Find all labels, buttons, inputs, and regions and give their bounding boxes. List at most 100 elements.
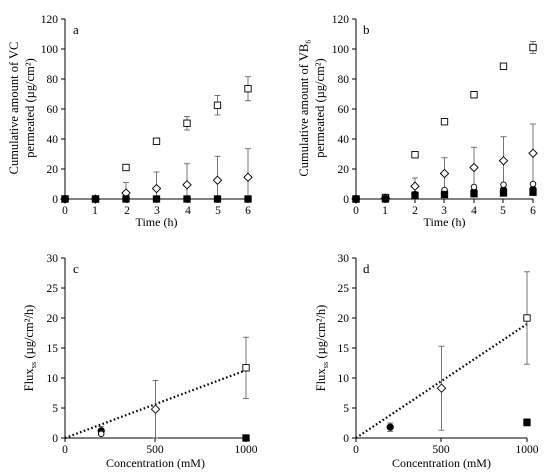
data-point-circle-open	[470, 183, 478, 191]
data-point-square-filled	[381, 195, 390, 203]
chart-panel-d: 0 5 10 15 20 25 30 0 500 1000 Concentration (mM) Fl…	[314, 253, 539, 470]
data-point-diamond-open	[498, 156, 509, 166]
data-point-square-filled	[440, 190, 449, 199]
x-tick-label: 2	[412, 205, 418, 217]
y-axis-label-unit: (µg/cm²/h)	[22, 305, 36, 362]
y-tick-label: 5	[52, 403, 58, 415]
x-tick-label: 500	[432, 444, 450, 456]
y-tick-label: 25	[338, 283, 350, 295]
y-tick-label: 0	[343, 194, 349, 206]
panel-label: c	[73, 261, 79, 276]
y-tick-label: 20	[47, 164, 59, 176]
panel-label: b	[363, 22, 370, 37]
data-point-square-filled	[213, 195, 222, 203]
y-tick-label: 80	[47, 74, 59, 86]
x-tick-label: 5	[500, 205, 506, 217]
y-axis-label: Fluxss (µg/cm²/h)	[22, 305, 38, 392]
y-tick-label: 20	[338, 164, 350, 176]
data-point-square-open	[499, 62, 508, 70]
x-tick-label: 1000	[516, 444, 539, 456]
x-axis-label: Time (h)	[424, 215, 466, 229]
y-tick-label: 40	[338, 134, 350, 146]
data-point-square-filled	[91, 195, 100, 203]
data-point-square-open	[242, 364, 250, 372]
data-point-circle-open	[529, 180, 537, 188]
data-point-square-filled	[242, 434, 250, 442]
data-point-square-open	[122, 163, 130, 172]
y-tick-label: 30	[47, 253, 59, 265]
y-tick-label: 80	[338, 74, 350, 86]
y-tick-label: 15	[338, 343, 350, 355]
x-tick-label: 3	[441, 205, 447, 217]
y-tick-label: 60	[47, 104, 59, 116]
y-axis-label-unit: (µg/cm²/h)	[314, 305, 328, 362]
data-point-square-open	[183, 119, 191, 127]
x-tick-label: 3	[154, 205, 160, 217]
y-tick-label: 100	[41, 44, 59, 56]
y-axis-label-subscript: ss	[320, 362, 330, 369]
y-axis-label-main: Flux	[22, 368, 36, 392]
data-point-diamond-open	[410, 181, 420, 191]
data-point-square-filled	[183, 195, 191, 203]
x-tick-label: 1	[382, 205, 388, 217]
x-tick-label: 4	[471, 205, 477, 217]
data-point-square-filled	[122, 195, 130, 203]
data-point-square-filled	[529, 188, 537, 196]
data-point-square-filled	[499, 189, 508, 197]
y-tick-label: 60	[338, 104, 350, 116]
data-point-square-filled	[523, 418, 531, 427]
data-point-diamond-open	[528, 148, 538, 158]
y-axis-label: Fluxss (µg/cm²/h)	[314, 305, 330, 392]
y-tick-label: 0	[52, 194, 58, 206]
data-point-square-filled	[61, 195, 69, 203]
y-axis-label-line: permeated (µg/cm²)	[313, 58, 327, 157]
x-tick-label: 0	[62, 205, 68, 217]
data-point-diamond-open	[469, 162, 479, 173]
x-tick-label: 2	[124, 205, 130, 217]
data-point-square-open	[244, 85, 252, 93]
data-point-square-open	[470, 91, 478, 99]
data-point-circle-filled	[386, 423, 394, 431]
y-axis-label-subscript: ss	[28, 362, 38, 369]
y-tick-label: 120	[41, 14, 59, 26]
y-tick-label: 0	[343, 433, 349, 445]
y-tick-label: 40	[47, 134, 59, 146]
data-point-square-filled	[244, 195, 252, 203]
x-axis-label: Time (h)	[136, 215, 178, 229]
data-point-circle-open	[97, 430, 105, 438]
data-point-diamond-open	[182, 180, 192, 190]
chart-panel-c: 0 5 10 15 20 25 30 0 500 1000 Concentration (mM) Fl…	[22, 253, 258, 470]
data-point-square-open	[411, 151, 419, 159]
x-tick-label: 0	[62, 444, 68, 456]
data-point-square-open	[152, 137, 161, 145]
x-axis-label: Concentration (mM)	[392, 456, 491, 470]
data-point-diamond-open	[439, 168, 450, 179]
x-tick-label: 5	[215, 205, 221, 217]
chart-panel-a: 0 20 40 60 80 100 120 0 1 2 3 4 5 6 Time (h) Cumulative…	[7, 14, 253, 229]
data-point-square-filled	[352, 195, 360, 203]
y-axis-label-line: Cumulative amount of VB₆	[297, 39, 311, 176]
y-tick-label: 25	[47, 283, 59, 295]
x-tick-label: 4	[185, 205, 191, 217]
x-tick-label: 6	[530, 205, 536, 217]
y-tick-label: 100	[332, 44, 350, 56]
panel-label: a	[73, 22, 79, 37]
data-point-square-filled	[411, 191, 419, 199]
y-tick-label: 10	[338, 373, 350, 385]
x-tick-label: 500	[146, 444, 164, 456]
y-tick-label: 20	[338, 313, 350, 325]
y-tick-label: 20	[47, 313, 59, 325]
data-point-square-filled	[152, 195, 161, 203]
x-axis-label: Concentration (mM)	[106, 456, 205, 470]
x-tick-label: 6	[245, 205, 251, 217]
x-tick-label: 0	[353, 444, 359, 456]
y-tick-label: 15	[47, 343, 59, 355]
y-tick-label: 30	[338, 253, 350, 265]
y-axis-label-line: Cumulative amount of VC	[7, 42, 21, 175]
y-axis-label-line: permeated (µg/cm²)	[23, 58, 37, 157]
data-point-diamond-open	[150, 404, 161, 414]
x-tick-label: 0	[353, 205, 359, 217]
data-point-square-open	[529, 43, 537, 52]
chart-panel-b: 0 20 40 60 80 100 120 0 1 2 3 4 5 6 Time (h) Cumulative…	[297, 14, 538, 229]
